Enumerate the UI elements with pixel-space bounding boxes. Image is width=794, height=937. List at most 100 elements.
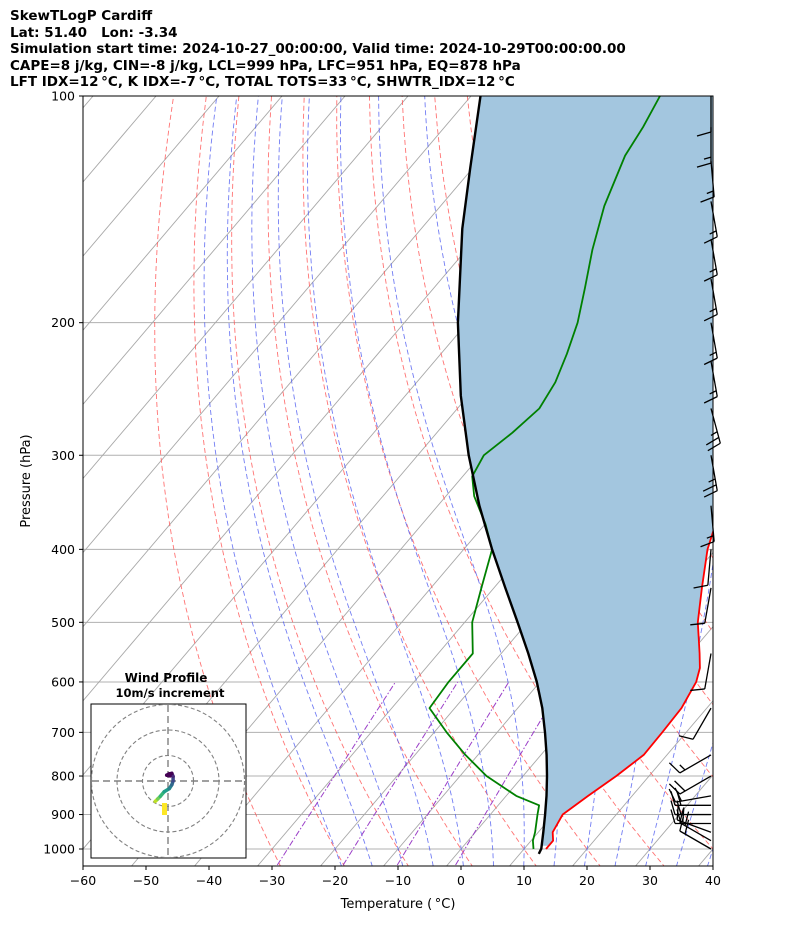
y-tick-label: 300 bbox=[51, 448, 75, 463]
moist-adiabat bbox=[226, 96, 373, 866]
wind-barb bbox=[690, 653, 712, 692]
barb-flag bbox=[693, 584, 708, 589]
barb-flag bbox=[700, 540, 715, 548]
hodograph-segment bbox=[164, 773, 172, 778]
mixing-ratio-line bbox=[396, 681, 510, 866]
barb-flag bbox=[703, 396, 718, 404]
barb-half-flag bbox=[709, 307, 717, 313]
barb-half-flag bbox=[709, 268, 717, 273]
wind-barb bbox=[670, 800, 711, 816]
barb-half-flag bbox=[706, 534, 714, 539]
x-axis-label: Temperature ( °C) bbox=[340, 897, 456, 912]
wind-barb bbox=[702, 455, 718, 498]
barb-flag bbox=[676, 800, 682, 815]
barb-staff bbox=[707, 549, 712, 586]
barb-half-flag bbox=[703, 156, 712, 160]
moist-adiabat bbox=[706, 847, 713, 866]
barb-flag bbox=[703, 313, 718, 322]
barb-flag bbox=[702, 484, 717, 492]
x-tick-label: −50 bbox=[133, 873, 159, 888]
barb-flag bbox=[668, 788, 677, 803]
barb-flag bbox=[670, 809, 676, 824]
barb-flag bbox=[703, 236, 718, 244]
dry-adiabat bbox=[231, 96, 409, 866]
mixing-ratio-line bbox=[276, 681, 396, 866]
wind-barb bbox=[703, 361, 718, 404]
y-tick-label: 400 bbox=[51, 542, 75, 557]
isotherm-line bbox=[83, 96, 94, 109]
y-tick-label: 900 bbox=[51, 807, 75, 822]
barb-flag bbox=[670, 800, 676, 815]
inset-ring bbox=[90, 703, 246, 859]
barb-flag bbox=[678, 735, 694, 740]
wind-barb bbox=[703, 201, 718, 244]
barb-half-flag bbox=[709, 390, 717, 395]
isotherm-line bbox=[83, 96, 346, 405]
isotherm-line bbox=[83, 96, 220, 257]
dry-adiabat bbox=[761, 96, 794, 874]
dry-adiabat bbox=[336, 96, 601, 866]
wind-barb bbox=[700, 160, 715, 203]
barb-half-flag bbox=[709, 351, 717, 356]
chart-title: SkewTLogP Cardiff bbox=[10, 8, 153, 24]
moist-adiabat bbox=[340, 96, 495, 866]
barb-flag bbox=[696, 131, 712, 137]
barb-flag bbox=[700, 196, 715, 203]
wind-barb bbox=[703, 278, 718, 322]
indices-info: LFT IDX=12 °C, K IDX=-7 °C, TOTAL TOTS=3… bbox=[10, 74, 515, 90]
chart-header: SkewTLogP Cardiff Lat: 51.40 Lon: -3.34 … bbox=[10, 8, 626, 91]
x-tick-label: −60 bbox=[70, 873, 96, 888]
x-tick-label: −40 bbox=[196, 873, 222, 888]
wind-barb bbox=[700, 505, 715, 548]
axes-layer: −60 −50 −40 −30 −20 −10 0 10 20 30 40 1000 900 800 700… bbox=[43, 89, 721, 889]
profile-lines bbox=[428, 96, 713, 855]
y-tick-label: 700 bbox=[51, 725, 75, 740]
x-tick-label: 30 bbox=[642, 873, 658, 888]
barb-flag bbox=[690, 688, 705, 692]
x-tick-label: 20 bbox=[579, 873, 595, 888]
barb-flag bbox=[705, 436, 720, 446]
barb-staff bbox=[692, 707, 712, 740]
y-axis-label: Pressure (hPa) bbox=[19, 434, 34, 527]
barb-staff bbox=[675, 795, 712, 803]
barb-half-flag bbox=[706, 190, 714, 195]
moist-adiabat bbox=[251, 96, 404, 866]
inset-subtitle: 10m/s increment bbox=[116, 686, 225, 700]
wind-barb bbox=[670, 809, 711, 825]
isotherm-line bbox=[762, 96, 794, 866]
barb-flag bbox=[668, 783, 681, 795]
dry-adiabat bbox=[368, 96, 665, 866]
isotherm-line bbox=[83, 96, 535, 628]
wind-barb bbox=[703, 322, 718, 366]
barb-half-flag bbox=[710, 431, 718, 436]
barb-flag bbox=[674, 780, 686, 792]
wind-barb bbox=[670, 791, 711, 806]
x-tick-label: −10 bbox=[385, 873, 411, 888]
cape-shading bbox=[457, 96, 713, 846]
moist-adiabat bbox=[378, 96, 525, 866]
barb-half-flag bbox=[679, 764, 686, 771]
x-tick-label: 0 bbox=[457, 873, 465, 888]
x-tick-label: 10 bbox=[516, 873, 532, 888]
isotherm-line bbox=[83, 96, 472, 554]
x-tick-label: −20 bbox=[322, 873, 348, 888]
barb-half-flag bbox=[709, 230, 717, 235]
temperature-line bbox=[545, 528, 713, 850]
dry-adiabat bbox=[154, 96, 281, 866]
wind-barb bbox=[679, 816, 712, 850]
wind-barb bbox=[703, 239, 718, 282]
y-tick-label: 1000 bbox=[43, 842, 75, 857]
shaded-area bbox=[457, 96, 713, 846]
wind-barb bbox=[696, 96, 712, 137]
barb-staff bbox=[704, 587, 712, 624]
dry-adiabat bbox=[267, 96, 473, 866]
barb-flag bbox=[707, 442, 721, 452]
barb-flag bbox=[676, 809, 682, 824]
barb-flag bbox=[703, 357, 718, 366]
dry-adiabat bbox=[728, 96, 794, 874]
mixing-ratio-line bbox=[342, 681, 459, 866]
wind-barb bbox=[705, 408, 721, 452]
barb-staff bbox=[704, 653, 712, 690]
y-tick-label: 600 bbox=[51, 674, 75, 689]
